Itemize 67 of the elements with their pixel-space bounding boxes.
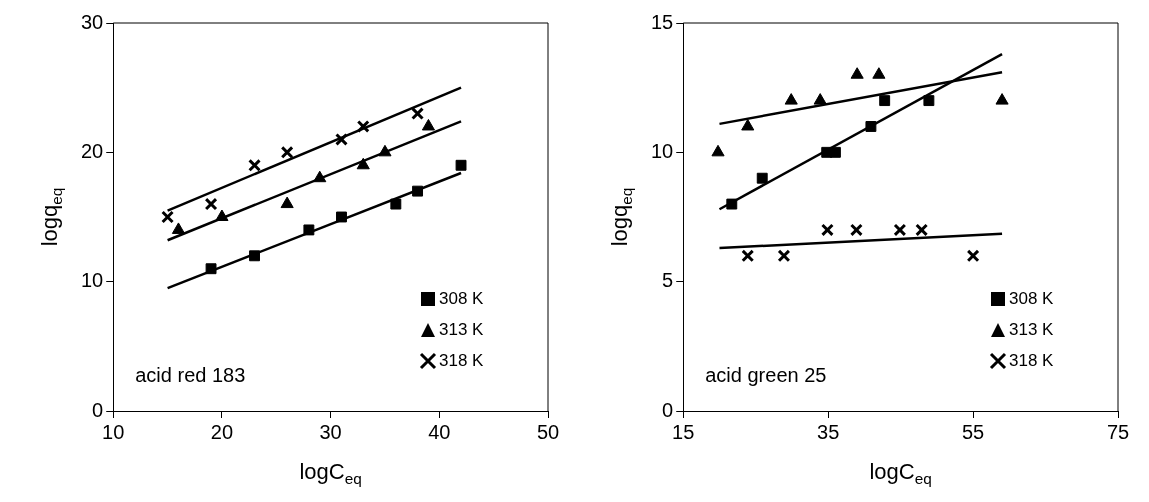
x-tick-label: 40 <box>428 420 451 443</box>
point <box>280 196 294 209</box>
point <box>390 198 402 210</box>
point <box>711 144 725 157</box>
point <box>249 250 260 262</box>
point <box>313 170 327 183</box>
point <box>756 172 768 184</box>
point <box>411 107 425 120</box>
y-tick-label: 15 <box>651 10 674 33</box>
point <box>421 118 436 131</box>
point <box>356 120 370 133</box>
point <box>356 157 370 170</box>
x-tick-label: 50 <box>536 420 560 443</box>
y-axis-title: logqeq <box>37 187 66 247</box>
point <box>412 185 424 197</box>
x-tick-label: 20 <box>210 420 234 443</box>
point <box>966 249 980 263</box>
point <box>893 223 907 237</box>
x-tick-label: 75 <box>1106 420 1130 443</box>
point <box>205 263 217 275</box>
x-tick-label: 35 <box>817 420 840 443</box>
point <box>915 223 929 237</box>
y-tick-label: 30 <box>81 10 104 33</box>
point <box>923 95 935 107</box>
point <box>215 209 229 221</box>
point <box>741 249 755 263</box>
point <box>872 67 886 79</box>
point <box>248 158 261 172</box>
point <box>777 249 791 263</box>
point <box>850 67 864 79</box>
legend-label: 308 K <box>1009 288 1055 308</box>
y-tick-label: 5 <box>662 269 674 292</box>
y-tick-label: 0 <box>662 398 674 421</box>
legend-label: 318 K <box>439 350 485 370</box>
point <box>784 93 798 105</box>
point <box>336 211 347 223</box>
point <box>849 223 863 237</box>
point <box>820 223 834 237</box>
y-tick-label: 0 <box>92 398 104 421</box>
point <box>335 132 348 146</box>
point <box>303 224 315 236</box>
point <box>280 145 294 159</box>
x-tick-label: 55 <box>961 420 985 443</box>
y-tick-label: 20 <box>81 139 104 162</box>
point <box>204 197 218 211</box>
point <box>995 93 1009 105</box>
point <box>378 144 392 157</box>
y-tick-label: 10 <box>81 269 104 292</box>
point <box>865 121 877 132</box>
x-tick-label: 10 <box>102 420 125 443</box>
point <box>829 146 841 158</box>
point <box>813 93 827 105</box>
x-tick-label: 30 <box>319 420 342 443</box>
point <box>879 95 891 107</box>
legend-label: 308 K <box>439 288 485 308</box>
legend-label: 318 K <box>1009 350 1055 370</box>
y-axis-title: logqeq <box>607 187 636 247</box>
point <box>171 222 186 234</box>
point <box>741 118 755 131</box>
point <box>455 159 467 171</box>
y-tick-label: 10 <box>651 139 674 162</box>
point <box>726 198 738 210</box>
legend-label: 313 K <box>439 319 485 339</box>
point <box>161 210 175 224</box>
annotation: acid red 183 <box>135 363 246 386</box>
legend-label: 313 K <box>1009 319 1055 339</box>
annotation: acid green 25 <box>705 363 827 386</box>
